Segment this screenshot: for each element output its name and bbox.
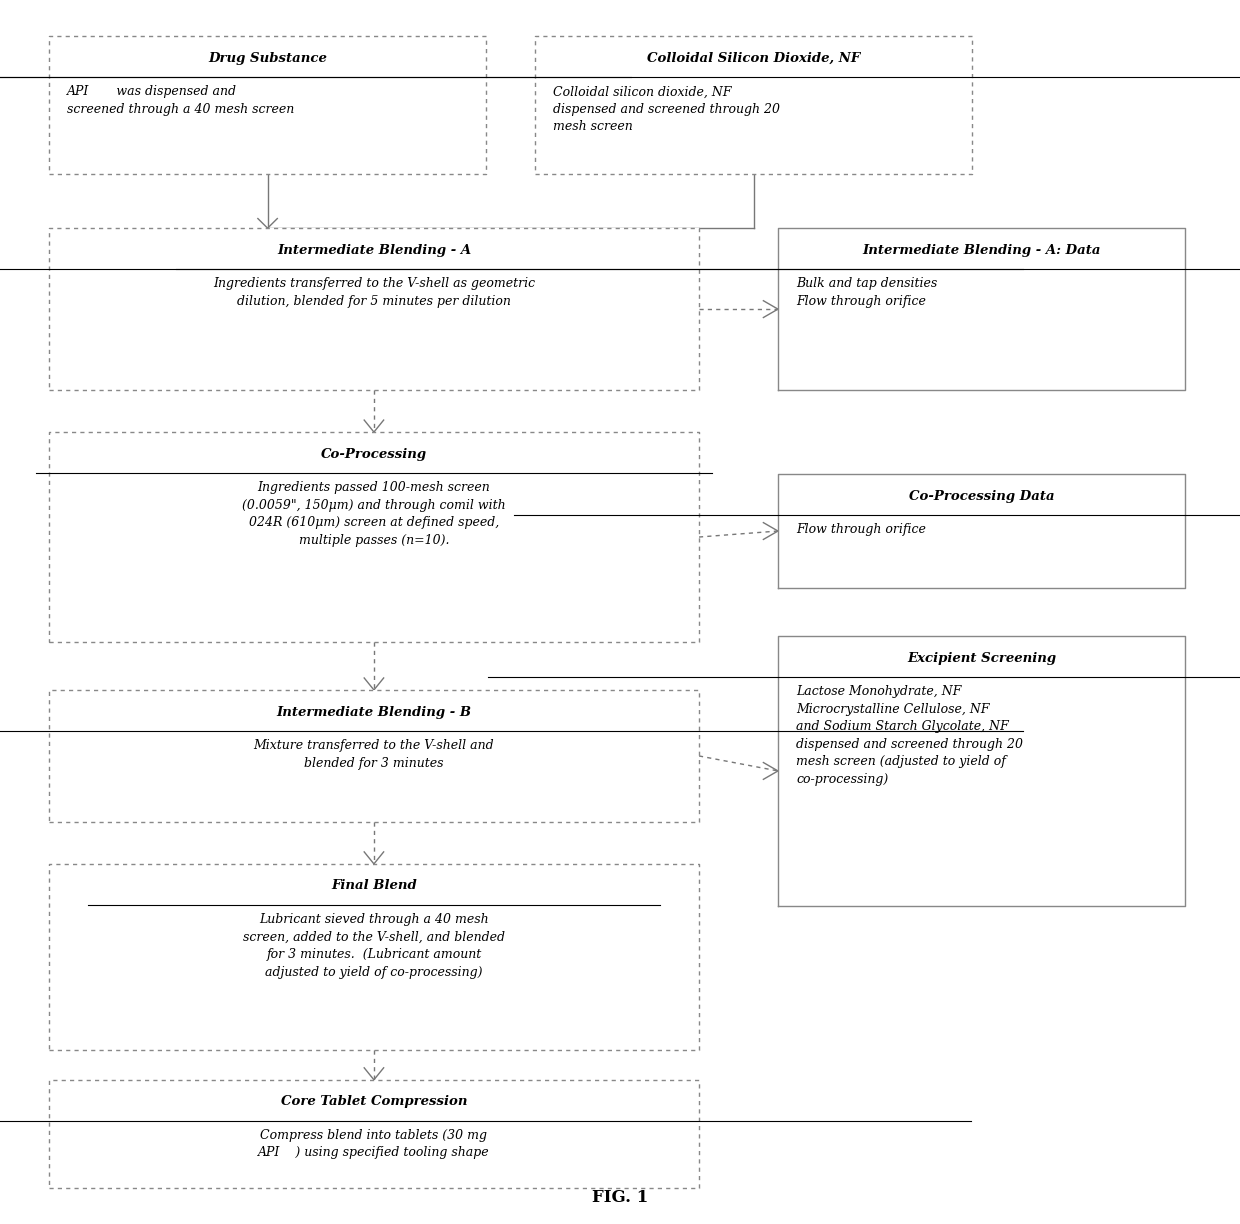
Text: Mixture transferred to the V-shell and
blended for 3 minutes: Mixture transferred to the V-shell and b…: [254, 739, 495, 770]
FancyBboxPatch shape: [48, 432, 699, 641]
Text: Drug Substance: Drug Substance: [208, 51, 327, 65]
Text: Colloidal Silicon Dioxide, NF: Colloidal Silicon Dioxide, NF: [647, 51, 861, 65]
Text: Lubricant sieved through a 40 mesh
screen, added to the V-shell, and blended
for: Lubricant sieved through a 40 mesh scree…: [243, 913, 505, 978]
Text: Compress blend into tablets (30 mg
API    ) using specified tooling shape: Compress blend into tablets (30 mg API )…: [258, 1129, 490, 1159]
Text: Lactose Monohydrate, NF
Microcrystalline Cellulose, NF
and Sodium Starch Glycola: Lactose Monohydrate, NF Microcrystalline…: [796, 685, 1023, 786]
Text: Co-Processing: Co-Processing: [321, 448, 427, 460]
Text: Intermediate Blending - B: Intermediate Blending - B: [277, 705, 471, 718]
Text: Ingredients transferred to the V-shell as geometric
dilution, blended for 5 minu: Ingredients transferred to the V-shell a…: [213, 278, 534, 307]
FancyBboxPatch shape: [777, 228, 1185, 390]
FancyBboxPatch shape: [48, 690, 699, 823]
Text: Bulk and tap densities
Flow through orifice: Bulk and tap densities Flow through orif…: [796, 278, 937, 307]
FancyBboxPatch shape: [48, 228, 699, 390]
FancyBboxPatch shape: [48, 864, 699, 1050]
Text: Final Blend: Final Blend: [331, 880, 417, 892]
Text: Core Tablet Compression: Core Tablet Compression: [280, 1095, 467, 1109]
Text: Intermediate Blending - A: Data: Intermediate Blending - A: Data: [862, 244, 1101, 257]
Text: API       was dispensed and
screened through a 40 mesh screen: API was dispensed and screened through a…: [67, 86, 294, 116]
FancyBboxPatch shape: [48, 37, 486, 174]
FancyBboxPatch shape: [777, 474, 1185, 588]
Text: Ingredients passed 100-mesh screen
(0.0059", 150μm) and through comil with
024R : Ingredients passed 100-mesh screen (0.00…: [242, 481, 506, 547]
Text: Intermediate Blending - A: Intermediate Blending - A: [277, 244, 471, 257]
Text: Co-Processing Data: Co-Processing Data: [909, 490, 1054, 503]
Text: Colloidal silicon dioxide, NF
dispensed and screened through 20
mesh screen: Colloidal silicon dioxide, NF dispensed …: [553, 86, 780, 133]
Text: FIG. 1: FIG. 1: [591, 1189, 649, 1206]
FancyBboxPatch shape: [777, 636, 1185, 906]
FancyBboxPatch shape: [534, 37, 972, 174]
FancyBboxPatch shape: [48, 1080, 699, 1187]
Text: Excipient Screening: Excipient Screening: [906, 651, 1056, 665]
Text: Flow through orifice: Flow through orifice: [796, 523, 926, 536]
